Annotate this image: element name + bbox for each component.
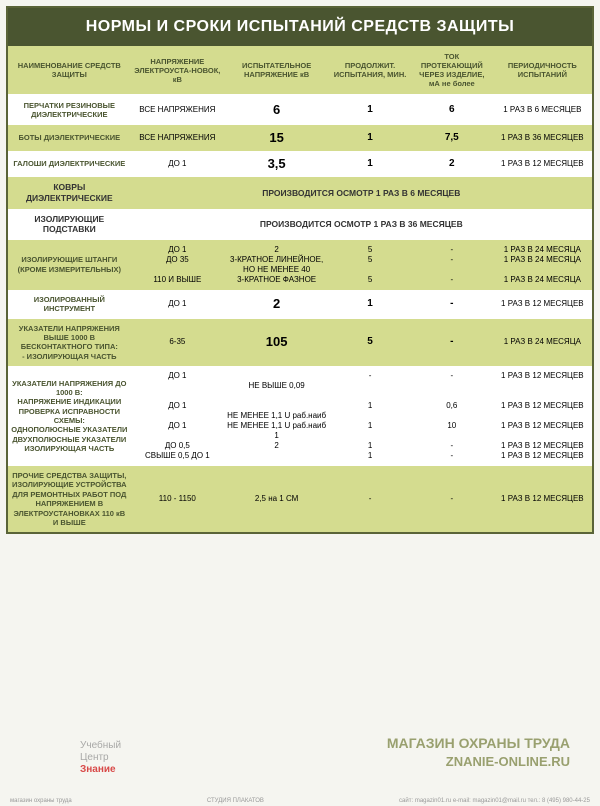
row-voltage: ВСЕ НАПРЯЖЕНИЯ	[131, 95, 224, 125]
row-voltage: ДО 1ДО 1ДО 1ДО 0,5СВЫШЕ 0,5 ДО 1	[131, 366, 224, 466]
row-name: КОВРЫ ДИЭЛЕКТРИЧЕСКИЕ	[8, 177, 131, 208]
row-duration: -1111	[329, 366, 411, 466]
row-name: ИЗОЛИРУЮЩИЕ ШТАНГИ (КРОМЕ ИЗМЕРИТЕЛЬНЫХ)	[8, 240, 131, 290]
row-duration: 1	[329, 151, 411, 177]
page-title: НОРМЫ И СРОКИ ИСПЫТАНИЙ СРЕДСТВ ЗАЩИТЫ	[8, 8, 592, 46]
row-name: ПЕРЧАТКИ РЕЗИНОВЫЕ ДИЭЛЕКТРИЧЕСКИЕ	[8, 95, 131, 125]
row-name: УКАЗАТЕЛИ НАПРЯЖЕНИЯ ВЫШЕ 1000 В БЕСКОНТ…	[8, 319, 131, 367]
row-period: 1 РАЗ В 36 МЕСЯЦЕВ	[493, 125, 592, 151]
row-current: -	[411, 466, 493, 532]
watermark-left: Учебный Центр Знание	[80, 740, 121, 776]
row-voltage: ДО 1	[131, 290, 224, 319]
row-duration: -	[329, 466, 411, 532]
row-current: ---	[411, 240, 493, 290]
row-current: 2	[411, 151, 493, 177]
table-row: БОТЫ ДИЭЛЕКТРИЧЕСКИЕВСЕ НАПРЯЖЕНИЯ1517,5…	[8, 125, 592, 151]
row-test-voltage: 23-КРАТНОЕ ЛИНЕЙНОЕ, НО НЕ МЕНЕЕ 403-КРА…	[224, 240, 329, 290]
poster-container: НОРМЫ И СРОКИ ИСПЫТАНИЙ СРЕДСТВ ЗАЩИТЫ Н…	[6, 6, 594, 534]
table-header-row: НАИМЕНОВАНИЕ СРЕДСТВ ЗАЩИТЫ НАПРЯЖЕНИЕ Э…	[8, 46, 592, 95]
row-voltage: 6-35	[131, 319, 224, 367]
table-row: ИЗОЛИРУЮЩИЕ ПОДСТАВКИПРОИЗВОДИТСЯ ОСМОТР…	[8, 209, 592, 240]
row-current: -	[411, 319, 493, 367]
header-voltage: НАПРЯЖЕНИЕ ЭЛЕКТРОУСТА-НОВОК, кВ	[131, 46, 224, 95]
row-test-voltage: 2,5 на 1 СМ	[224, 466, 329, 532]
row-duration: 1	[329, 125, 411, 151]
header-test-voltage: ИСПЫТАТЕЛЬНОЕ НАПРЯЖЕНИЕ кВ	[224, 46, 329, 95]
header-period: ПЕРИОДИЧНОСТЬ ИСПЫТАНИЙ	[493, 46, 592, 95]
row-period: 1 РАЗ В 12 МЕСЯЦЕВ1 РАЗ В 12 МЕСЯЦЕВ1 РА…	[493, 366, 592, 466]
row-name: ПРОЧИЕ СРЕДСТВА ЗАЩИТЫ, ИЗОЛИРУЮЩИЕ УСТР…	[8, 466, 131, 532]
footer: магазин охраны труда СТУДИЯ ПЛАКАТОВ сай…	[0, 798, 600, 804]
standards-table: НАИМЕНОВАНИЕ СРЕДСТВ ЗАЩИТЫ НАПРЯЖЕНИЕ Э…	[8, 46, 592, 532]
row-test-voltage: НЕ ВЫШЕ 0,09НЕ МЕНЕЕ 1,1 U раб.наибНЕ МЕ…	[224, 366, 329, 466]
header-duration: ПРОДОЛЖИТ. ИСПЫТАНИЯ, МИН.	[329, 46, 411, 95]
row-duration: 1	[329, 290, 411, 319]
row-voltage: ДО 1	[131, 151, 224, 177]
row-duration: 5	[329, 319, 411, 367]
wm-line3: Знание	[80, 764, 116, 775]
table-row: УКАЗАТЕЛИ НАПРЯЖЕНИЯ ДО 1000 В:НАПРЯЖЕНИ…	[8, 366, 592, 466]
row-duration: 1	[329, 95, 411, 125]
row-name: УКАЗАТЕЛИ НАПРЯЖЕНИЯ ДО 1000 В:НАПРЯЖЕНИ…	[8, 366, 131, 466]
row-test-voltage: 2	[224, 290, 329, 319]
row-name: ИЗОЛИРУЮЩИЕ ПОДСТАВКИ	[8, 209, 131, 240]
table-row: УКАЗАТЕЛИ НАПРЯЖЕНИЯ ВЫШЕ 1000 В БЕСКОНТ…	[8, 319, 592, 367]
row-span-text: ПРОИЗВОДИТСЯ ОСМОТР 1 РАЗ В 6 МЕСЯЦЕВ	[131, 177, 592, 208]
wm-line1: Учебный	[80, 740, 121, 751]
row-period: 1 РАЗ В 12 МЕСЯЦЕВ	[493, 290, 592, 319]
row-test-voltage: 15	[224, 125, 329, 151]
header-name: НАИМЕНОВАНИЕ СРЕДСТВ ЗАЩИТЫ	[8, 46, 131, 95]
footer-right: сайт: magazin01.ru e-mail: magazin01@mai…	[399, 798, 590, 804]
row-duration: 555	[329, 240, 411, 290]
table-row: ПРОЧИЕ СРЕДСТВА ЗАЩИТЫ, ИЗОЛИРУЮЩИЕ УСТР…	[8, 466, 592, 532]
row-name: ИЗОЛИРОВАННЫЙ ИНСТРУМЕНТ	[8, 290, 131, 319]
watermark-right: МАГАЗИН ОХРАНЫ ТРУДА ZNANIE-ONLINE.RU	[387, 734, 570, 771]
row-voltage: ДО 1ДО 35110 И ВЫШЕ	[131, 240, 224, 290]
row-test-voltage: 105	[224, 319, 329, 367]
table-row: ИЗОЛИРУЮЩИЕ ШТАНГИ (КРОМЕ ИЗМЕРИТЕЛЬНЫХ)…	[8, 240, 592, 290]
row-period: 1 РАЗ В 12 МЕСЯЦЕВ	[493, 466, 592, 532]
row-current: 6	[411, 95, 493, 125]
row-span-text: ПРОИЗВОДИТСЯ ОСМОТР 1 РАЗ В 36 МЕСЯЦЕВ	[131, 209, 592, 240]
table-row: ГАЛОШИ ДИЭЛЕКТРИЧЕСКИЕДО 13,5121 РАЗ В 1…	[8, 151, 592, 177]
row-voltage: 110 - 1150	[131, 466, 224, 532]
wm2-line2: ZNANIE-ONLINE.RU	[446, 754, 570, 769]
wm2-line1: МАГАЗИН ОХРАНЫ ТРУДА	[387, 735, 570, 751]
row-test-voltage: 3,5	[224, 151, 329, 177]
row-current: -0,610--	[411, 366, 493, 466]
row-period: 1 РАЗ В 24 МЕСЯЦА	[493, 319, 592, 367]
row-current: -	[411, 290, 493, 319]
wm-line2: Центр	[80, 752, 109, 763]
row-period: 1 РАЗ В 12 МЕСЯЦЕВ	[493, 151, 592, 177]
footer-center: СТУДИЯ ПЛАКАТОВ	[207, 798, 264, 804]
table-row: КОВРЫ ДИЭЛЕКТРИЧЕСКИЕПРОИЗВОДИТСЯ ОСМОТР…	[8, 177, 592, 208]
row-period: 1 РАЗ В 6 МЕСЯЦЕВ	[493, 95, 592, 125]
row-current: 7,5	[411, 125, 493, 151]
row-test-voltage: 6	[224, 95, 329, 125]
footer-left: магазин охраны труда	[10, 798, 72, 804]
row-period: 1 РАЗ В 24 МЕСЯЦА1 РАЗ В 24 МЕСЯЦА1 РАЗ …	[493, 240, 592, 290]
row-name: БОТЫ ДИЭЛЕКТРИЧЕСКИЕ	[8, 125, 131, 151]
row-name: ГАЛОШИ ДИЭЛЕКТРИЧЕСКИЕ	[8, 151, 131, 177]
table-row: ПЕРЧАТКИ РЕЗИНОВЫЕ ДИЭЛЕКТРИЧЕСКИЕВСЕ НА…	[8, 95, 592, 125]
row-voltage: ВСЕ НАПРЯЖЕНИЯ	[131, 125, 224, 151]
table-row: ИЗОЛИРОВАННЫЙ ИНСТРУМЕНТДО 121-1 РАЗ В 1…	[8, 290, 592, 319]
header-current: ТОК ПРОТЕКАЮЩИЙ ЧЕРЕЗ ИЗДЕЛИЕ, мА не бол…	[411, 46, 493, 95]
